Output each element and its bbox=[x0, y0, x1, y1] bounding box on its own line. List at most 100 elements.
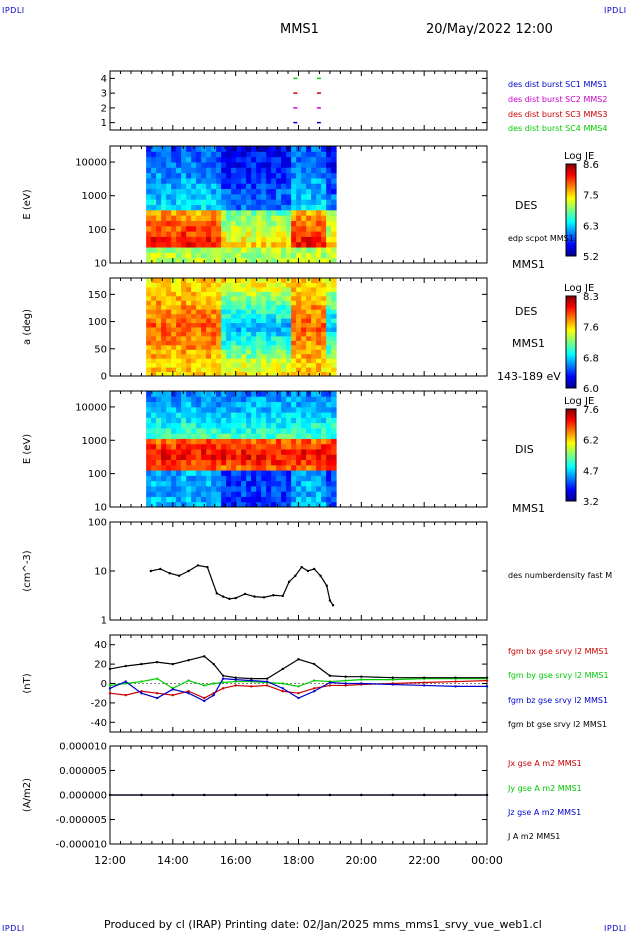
spectrogram-cell bbox=[246, 327, 252, 332]
spectrogram-cell bbox=[316, 278, 322, 283]
spectrogram-cell bbox=[181, 156, 187, 163]
spectrogram-cell bbox=[251, 220, 257, 227]
spectrogram-cell bbox=[231, 282, 237, 288]
spectrogram-cell bbox=[191, 215, 197, 221]
spectrogram-cell bbox=[206, 188, 212, 195]
spectrogram-cell bbox=[251, 313, 257, 319]
spectrogram-cell bbox=[246, 340, 252, 346]
spectrogram-cell bbox=[216, 252, 222, 259]
spectrogram-cell bbox=[296, 449, 302, 455]
spectrogram-cell bbox=[311, 241, 317, 248]
spectrogram-cell bbox=[321, 353, 327, 359]
spectrogram-cell bbox=[161, 358, 167, 364]
spectrogram-cell bbox=[276, 427, 282, 434]
spectrogram-cell bbox=[216, 331, 222, 337]
data-point bbox=[234, 680, 237, 683]
spectrogram-cell bbox=[281, 215, 287, 221]
spectrogram-cell bbox=[286, 156, 292, 163]
spectrogram-cell bbox=[276, 215, 282, 221]
spectrogram-cell bbox=[326, 322, 332, 328]
spectrogram-cell bbox=[251, 183, 257, 190]
spectrogram-cell bbox=[256, 496, 262, 503]
panel-side-label: DES bbox=[515, 305, 537, 318]
spectrogram-cell bbox=[321, 282, 327, 288]
spectrogram-cell bbox=[201, 327, 207, 332]
spectrogram-cell bbox=[291, 406, 297, 413]
spectrogram-cell bbox=[161, 146, 167, 152]
spectrogram-cell bbox=[316, 371, 322, 377]
spectrogram-cell bbox=[271, 318, 277, 324]
spectrogram-cell bbox=[171, 282, 177, 288]
spectrogram-cell bbox=[236, 340, 242, 346]
spectrogram-cell bbox=[221, 236, 227, 243]
spectrogram-cell bbox=[226, 252, 232, 259]
spectrogram-cell bbox=[291, 358, 297, 364]
data-point bbox=[265, 677, 269, 680]
spectrogram-cell bbox=[191, 396, 197, 403]
spectrogram-cell bbox=[226, 327, 232, 332]
spectrogram-cell bbox=[256, 156, 262, 163]
spectrogram-cell bbox=[151, 401, 157, 408]
spectrogram-cell bbox=[221, 199, 227, 205]
spectrogram-cell bbox=[196, 282, 202, 288]
spectrogram-cell bbox=[166, 480, 172, 487]
spectrogram-cell bbox=[211, 282, 217, 288]
spectrogram-cell bbox=[246, 485, 252, 492]
spectrogram-cell bbox=[206, 286, 212, 292]
spectrogram-cell bbox=[316, 291, 322, 297]
spectrogram-cell bbox=[181, 146, 187, 152]
spectrogram-cell bbox=[226, 309, 232, 315]
spectrogram-cell bbox=[206, 215, 212, 221]
y-tick-label: -40 bbox=[91, 718, 107, 729]
spectrogram-cell bbox=[256, 225, 262, 232]
spectrogram-cell bbox=[151, 231, 157, 237]
data-point bbox=[360, 793, 363, 797]
spectrogram-cell bbox=[221, 327, 227, 332]
spectrogram-cell bbox=[291, 344, 297, 350]
spectrogram-cell bbox=[231, 322, 237, 328]
spectrogram-cell bbox=[306, 454, 312, 461]
spectrogram-cell bbox=[316, 309, 322, 315]
spectrogram-cell bbox=[201, 335, 207, 341]
spectrogram-cell bbox=[241, 401, 247, 408]
spectrogram-cell bbox=[176, 427, 182, 434]
spectrogram-cell bbox=[276, 449, 282, 455]
spectrogram-cell bbox=[331, 433, 337, 439]
spectrogram-cell bbox=[256, 286, 262, 292]
data-point bbox=[325, 584, 328, 587]
spectrogram-cell bbox=[326, 443, 332, 450]
spectrogram-cell bbox=[266, 470, 272, 476]
spectrogram-cell bbox=[316, 156, 322, 163]
spectrogram-cell bbox=[186, 247, 192, 253]
spectrogram-cell bbox=[271, 335, 277, 341]
legend-label: fgm bz gse srvy l2 MMS1 bbox=[508, 696, 608, 705]
spectrogram-cell bbox=[256, 391, 262, 397]
spectrogram-cell bbox=[256, 309, 262, 315]
spectrogram-cell bbox=[201, 225, 207, 232]
spectrogram-cell bbox=[266, 496, 272, 503]
spectrogram-cell bbox=[246, 371, 252, 377]
data-point bbox=[221, 681, 225, 684]
spectrogram-cell bbox=[191, 422, 197, 429]
spectrogram-cell bbox=[251, 349, 257, 355]
spectrogram-cell bbox=[186, 304, 192, 310]
spectrogram-cell bbox=[276, 282, 282, 288]
spectrogram-cell bbox=[176, 231, 182, 237]
spectrogram-cell bbox=[316, 449, 322, 455]
spectrogram-cell bbox=[236, 412, 242, 418]
spectrogram-cell bbox=[306, 422, 312, 429]
spectrogram-cell bbox=[221, 443, 227, 450]
spectrogram-cell bbox=[326, 282, 332, 288]
spectrogram-cell bbox=[176, 313, 182, 319]
spectrogram-cell bbox=[216, 146, 222, 152]
spectrogram-cell bbox=[236, 282, 242, 288]
data-point bbox=[391, 678, 394, 681]
spectrogram-cell bbox=[171, 278, 177, 283]
spectrogram-cell bbox=[266, 167, 272, 174]
y-tick-label: 3 bbox=[101, 89, 107, 100]
spectrogram-cell bbox=[166, 252, 172, 259]
y-tick-label: 50 bbox=[94, 344, 107, 355]
spectrogram-cell bbox=[176, 156, 182, 163]
spectrogram-cell bbox=[331, 278, 337, 283]
spectrogram-cell bbox=[316, 172, 322, 179]
